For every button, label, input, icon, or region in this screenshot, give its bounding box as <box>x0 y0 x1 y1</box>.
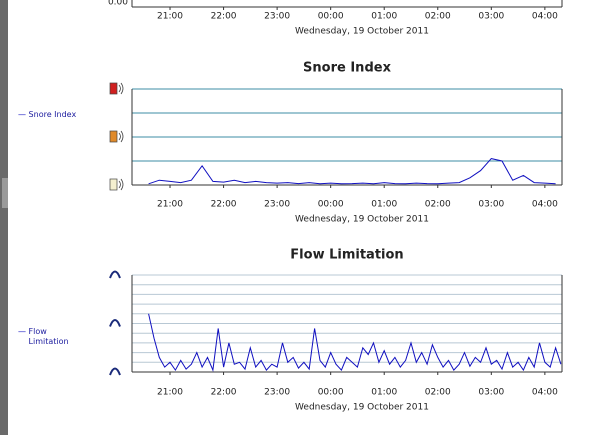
legend-swatch: — <box>18 327 29 336</box>
side-bar <box>0 0 8 435</box>
snore-icon <box>109 82 124 95</box>
legend-label: Snore Index <box>28 110 77 119</box>
x-tick-label: 21:00 <box>157 12 183 22</box>
x-tick-label: 00:00 <box>318 388 344 398</box>
chart-title: Snore Index <box>303 61 392 76</box>
icon-wave <box>118 178 124 191</box>
legend-label: Flow Limitation <box>28 327 69 346</box>
x-tick-label: 23:00 <box>264 388 290 398</box>
legend-swatch: — <box>18 110 29 119</box>
x-tick-label: 04:00 <box>532 12 558 22</box>
legend-entry: — Snore Index <box>18 110 78 120</box>
icon-wave <box>118 130 124 143</box>
snore-icon <box>109 178 124 191</box>
x-tick-label: 04:00 <box>532 388 558 398</box>
flow-icon <box>109 319 121 327</box>
x-axis-label: Wednesday, 19 October 2011 <box>295 27 429 37</box>
x-tick-label: 00:00 <box>318 200 344 210</box>
x-tick-label: 23:00 <box>264 12 290 22</box>
flow-icon <box>109 367 121 376</box>
x-tick-label: 00:00 <box>318 12 344 22</box>
x-tick-label: 01:00 <box>371 200 397 210</box>
legend-entry: — Flow Limitation <box>18 327 78 347</box>
x-tick-label: 22:00 <box>211 200 237 210</box>
x-tick-label: 21:00 <box>157 200 183 210</box>
x-tick-label: 04:00 <box>532 200 558 210</box>
x-tick-label: 02:00 <box>425 12 451 22</box>
side-tab[interactable] <box>2 178 8 208</box>
icon-box <box>109 82 118 95</box>
series-line <box>148 313 562 372</box>
x-tick-label: 01:00 <box>371 12 397 22</box>
x-tick-label: 22:00 <box>211 388 237 398</box>
y-tick-label: 0.00 <box>108 0 128 8</box>
icon-wave <box>118 82 124 95</box>
flow-icon <box>109 270 121 279</box>
x-axis-label: Wednesday, 19 October 2011 <box>295 215 429 225</box>
x-tick-label: 21:00 <box>157 388 183 398</box>
icon-box <box>109 130 118 143</box>
x-tick-label: 03:00 <box>478 12 504 22</box>
x-tick-label: 03:00 <box>478 388 504 398</box>
x-axis-label: Wednesday, 19 October 2011 <box>295 403 429 413</box>
series-line <box>148 158 556 185</box>
x-tick-label: 22:00 <box>211 12 237 22</box>
x-tick-label: 23:00 <box>264 200 290 210</box>
x-tick-label: 01:00 <box>371 388 397 398</box>
x-tick-label: 02:00 <box>425 200 451 210</box>
icon-box <box>109 178 118 191</box>
x-tick-label: 03:00 <box>478 200 504 210</box>
snore-icon <box>109 130 124 143</box>
x-tick-label: 02:00 <box>425 388 451 398</box>
chart-title: Flow Limitation <box>290 248 403 263</box>
